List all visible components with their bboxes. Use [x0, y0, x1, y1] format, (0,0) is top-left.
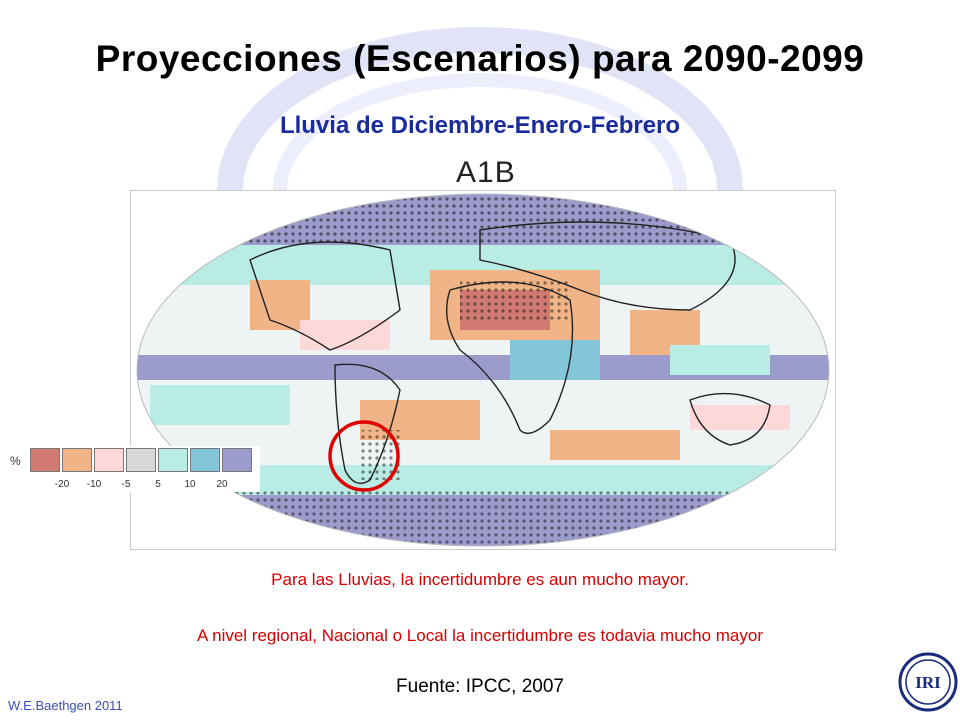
legend-tick: 5	[155, 479, 161, 490]
color-legend: % -20 -10 -5 5 10 20	[6, 446, 260, 492]
logo-text: IRI	[915, 673, 941, 692]
legend-swatch	[126, 448, 156, 472]
note-regional: A nivel regional, Nacional o Local la in…	[196, 626, 764, 645]
note-uncertainty: Para las Lluvias, la incertidumbre es au…	[271, 570, 689, 589]
legend-tick: -20	[54, 479, 70, 490]
scenario-label: A1B	[456, 156, 516, 189]
slide-title: Proyecciones (Escenarios) para 2090-2099	[95, 38, 865, 79]
legend-swatch	[190, 448, 220, 472]
legend-tick: 20	[216, 479, 228, 490]
legend-tick: -10	[86, 479, 102, 490]
legend-unit: %	[10, 454, 21, 468]
source-citation: Fuente: IPCC, 2007	[396, 676, 564, 697]
slide-subtitle: Lluvia de Diciembre-Enero-Febrero	[279, 112, 681, 139]
precipitation-change-map	[130, 190, 836, 550]
legend-tick: 10	[184, 479, 196, 490]
author-credit: W.E.Baethgen 2011	[8, 698, 123, 713]
legend-swatch	[62, 448, 92, 472]
legend-swatch	[158, 448, 188, 472]
legend-swatch	[30, 448, 60, 472]
legend-swatch	[94, 448, 124, 472]
iri-logo-icon: IRI	[898, 652, 958, 712]
legend-tick: -5	[121, 479, 131, 490]
highlight-circle	[328, 420, 400, 492]
legend-swatch	[222, 448, 252, 472]
